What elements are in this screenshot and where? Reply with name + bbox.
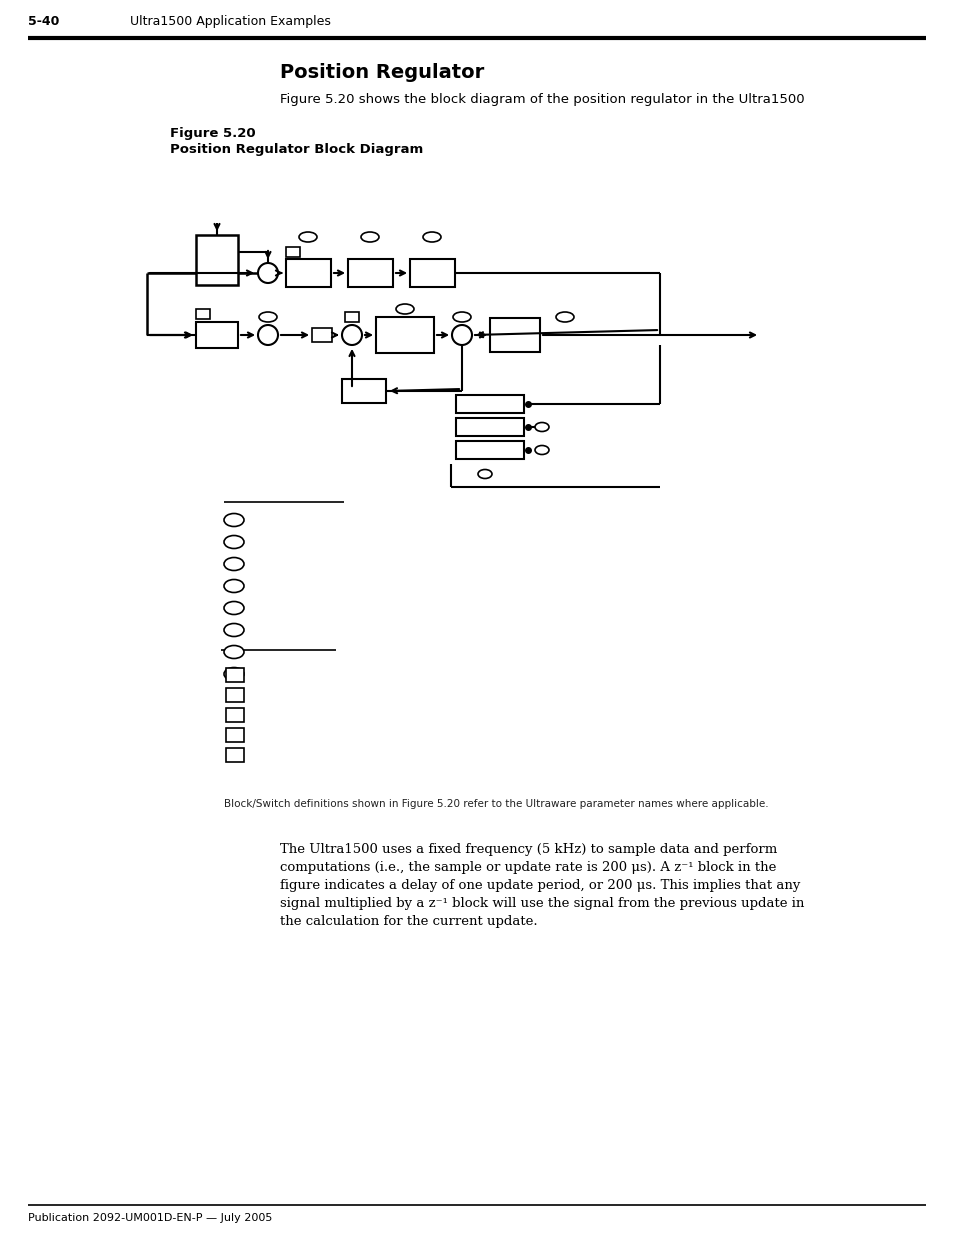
Ellipse shape xyxy=(535,422,548,431)
Circle shape xyxy=(452,325,472,345)
Ellipse shape xyxy=(422,232,440,242)
Circle shape xyxy=(257,325,277,345)
Bar xyxy=(490,317,539,352)
Bar xyxy=(456,441,523,459)
Bar xyxy=(195,322,237,348)
Ellipse shape xyxy=(360,232,378,242)
Text: 5-40: 5-40 xyxy=(28,15,59,28)
Bar xyxy=(345,312,358,322)
Text: Position Regulator: Position Regulator xyxy=(280,63,484,82)
Text: The Ultra1500 uses a fixed frequency (5 kHz) to sample data and perform: The Ultra1500 uses a fixed frequency (5 … xyxy=(280,844,777,856)
Ellipse shape xyxy=(224,579,244,593)
Text: figure indicates a delay of one update period, or 200 μs. This implies that any: figure indicates a delay of one update p… xyxy=(280,879,800,892)
Text: Ultra1500 Application Examples: Ultra1500 Application Examples xyxy=(130,15,331,28)
Ellipse shape xyxy=(258,312,276,322)
Bar xyxy=(226,748,244,762)
Circle shape xyxy=(257,263,277,283)
Text: Figure 5.20 shows the block diagram of the position regulator in the Ultra1500: Figure 5.20 shows the block diagram of t… xyxy=(280,93,803,106)
Bar xyxy=(286,259,331,287)
Ellipse shape xyxy=(477,469,492,478)
Bar xyxy=(312,329,332,342)
Bar xyxy=(195,309,210,319)
Ellipse shape xyxy=(224,536,244,548)
Ellipse shape xyxy=(298,232,316,242)
Text: Figure 5.20: Figure 5.20 xyxy=(170,127,255,140)
Bar xyxy=(341,379,386,403)
Circle shape xyxy=(341,325,361,345)
Ellipse shape xyxy=(224,624,244,636)
Text: the calculation for the current update.: the calculation for the current update. xyxy=(280,915,537,927)
Ellipse shape xyxy=(224,601,244,615)
Bar xyxy=(226,708,244,722)
Bar xyxy=(226,688,244,701)
Ellipse shape xyxy=(453,312,471,322)
Bar xyxy=(286,247,299,257)
Ellipse shape xyxy=(395,304,414,314)
Ellipse shape xyxy=(224,514,244,526)
Bar xyxy=(195,235,237,285)
Ellipse shape xyxy=(556,312,574,322)
Text: Block/Switch definitions shown in Figure 5.20 refer to the Ultraware parameter n: Block/Switch definitions shown in Figure… xyxy=(224,799,768,809)
Bar xyxy=(375,317,434,353)
Bar xyxy=(348,259,393,287)
Bar xyxy=(410,259,455,287)
Ellipse shape xyxy=(224,557,244,571)
Ellipse shape xyxy=(224,646,244,658)
Text: computations (i.e., the sample or update rate is 200 μs). A z⁻¹ block in the: computations (i.e., the sample or update… xyxy=(280,861,776,874)
Ellipse shape xyxy=(535,446,548,454)
Text: signal multiplied by a z⁻¹ block will use the signal from the previous update in: signal multiplied by a z⁻¹ block will us… xyxy=(280,897,803,910)
Bar xyxy=(456,417,523,436)
Bar xyxy=(226,727,244,742)
Bar xyxy=(456,395,523,412)
Text: Publication 2092-UM001D-EN-P — July 2005: Publication 2092-UM001D-EN-P — July 2005 xyxy=(28,1213,273,1223)
Bar xyxy=(226,668,244,682)
Text: Position Regulator Block Diagram: Position Regulator Block Diagram xyxy=(170,143,423,156)
Ellipse shape xyxy=(224,667,244,680)
